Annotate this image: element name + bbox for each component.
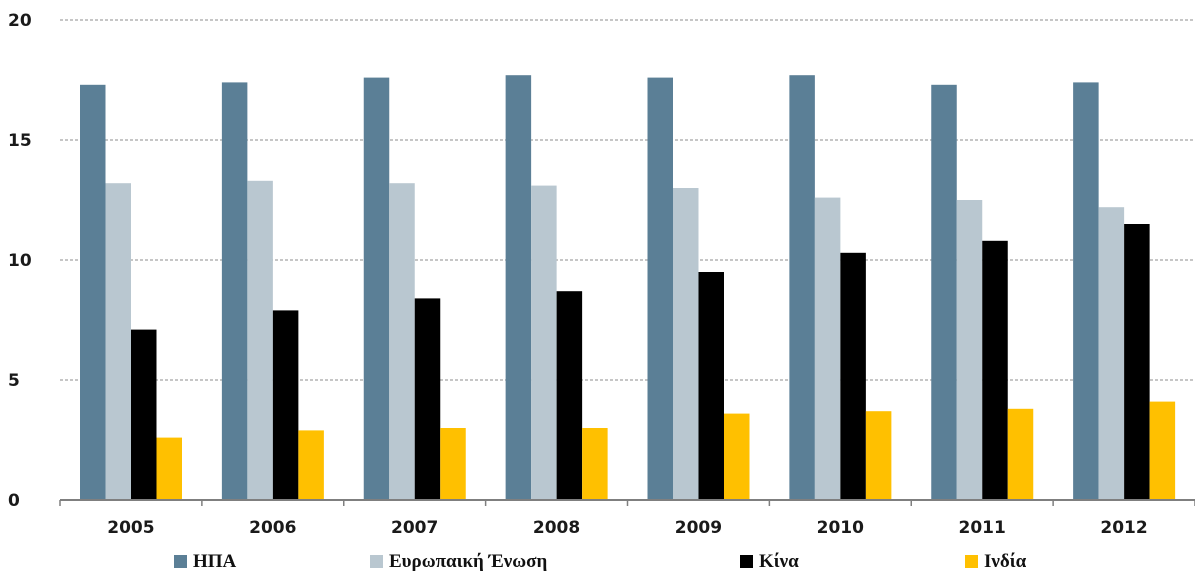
bar xyxy=(221,82,248,501)
bar xyxy=(363,77,390,500)
bar xyxy=(673,188,699,500)
x-tick-label: 2012 xyxy=(1100,518,1147,538)
bar xyxy=(1098,207,1125,500)
legend-label: Κίνα xyxy=(759,550,799,572)
bar xyxy=(531,185,557,500)
y-tick-label: 0 xyxy=(8,491,20,511)
legend-label: ΗΠΑ xyxy=(193,550,237,572)
legend-item: ΗΠΑ xyxy=(174,548,236,575)
bar xyxy=(982,240,1008,501)
legend-label: Ευρωπαική Ένωση xyxy=(389,550,548,572)
x-tick-label: 2010 xyxy=(817,518,864,538)
bar-chart: 0 5 10 15 20 2005 2006 2007 2008 2009 2010 2011 2012 xyxy=(8,11,1195,538)
y-tick-label: 5 xyxy=(8,371,20,391)
bar xyxy=(865,411,892,500)
x-tick-label: 2008 xyxy=(533,518,580,538)
bar xyxy=(840,252,866,500)
legend-item: Κίνα xyxy=(740,548,799,575)
bar xyxy=(1073,82,1099,501)
bar xyxy=(298,430,324,500)
bar xyxy=(698,272,724,500)
bar xyxy=(789,75,815,500)
bar xyxy=(582,428,608,500)
bar xyxy=(1149,401,1176,500)
legend-item: Ινδία xyxy=(965,548,1026,575)
legend-item: Ευρωπαική Ένωση xyxy=(370,548,547,575)
bar xyxy=(105,183,131,500)
bar xyxy=(724,413,750,500)
bar xyxy=(247,180,273,501)
legend-swatch xyxy=(965,555,978,568)
legend-swatch xyxy=(740,555,753,568)
bar xyxy=(505,75,532,500)
legend-swatch xyxy=(370,555,383,568)
x-tick-label: 2007 xyxy=(391,518,438,538)
bar xyxy=(440,428,466,500)
legend-label: Ινδία xyxy=(984,550,1027,572)
legend-swatch xyxy=(174,555,187,568)
bar xyxy=(156,437,182,500)
bar xyxy=(956,200,983,500)
bar xyxy=(647,77,673,500)
y-tick-label: 15 xyxy=(8,131,32,151)
bar xyxy=(814,197,841,500)
bar xyxy=(389,183,415,500)
x-tick-label: 2005 xyxy=(107,518,154,538)
x-tick-label: 2009 xyxy=(675,518,722,538)
bar xyxy=(1124,224,1150,500)
bar xyxy=(272,310,299,500)
x-tick-label: 2006 xyxy=(249,518,296,538)
bar xyxy=(80,84,106,501)
y-tick-label: 10 xyxy=(8,251,32,271)
x-tick-label: 2011 xyxy=(959,518,1006,538)
bar xyxy=(131,329,157,500)
bar xyxy=(1007,408,1034,500)
bar xyxy=(931,84,957,501)
bar xyxy=(414,298,441,500)
bar xyxy=(556,291,583,500)
y-tick-label: 20 xyxy=(8,11,32,31)
legend: ΗΠΑ Ευρωπαική Ένωση Κίνα Ινδία xyxy=(0,548,1195,575)
